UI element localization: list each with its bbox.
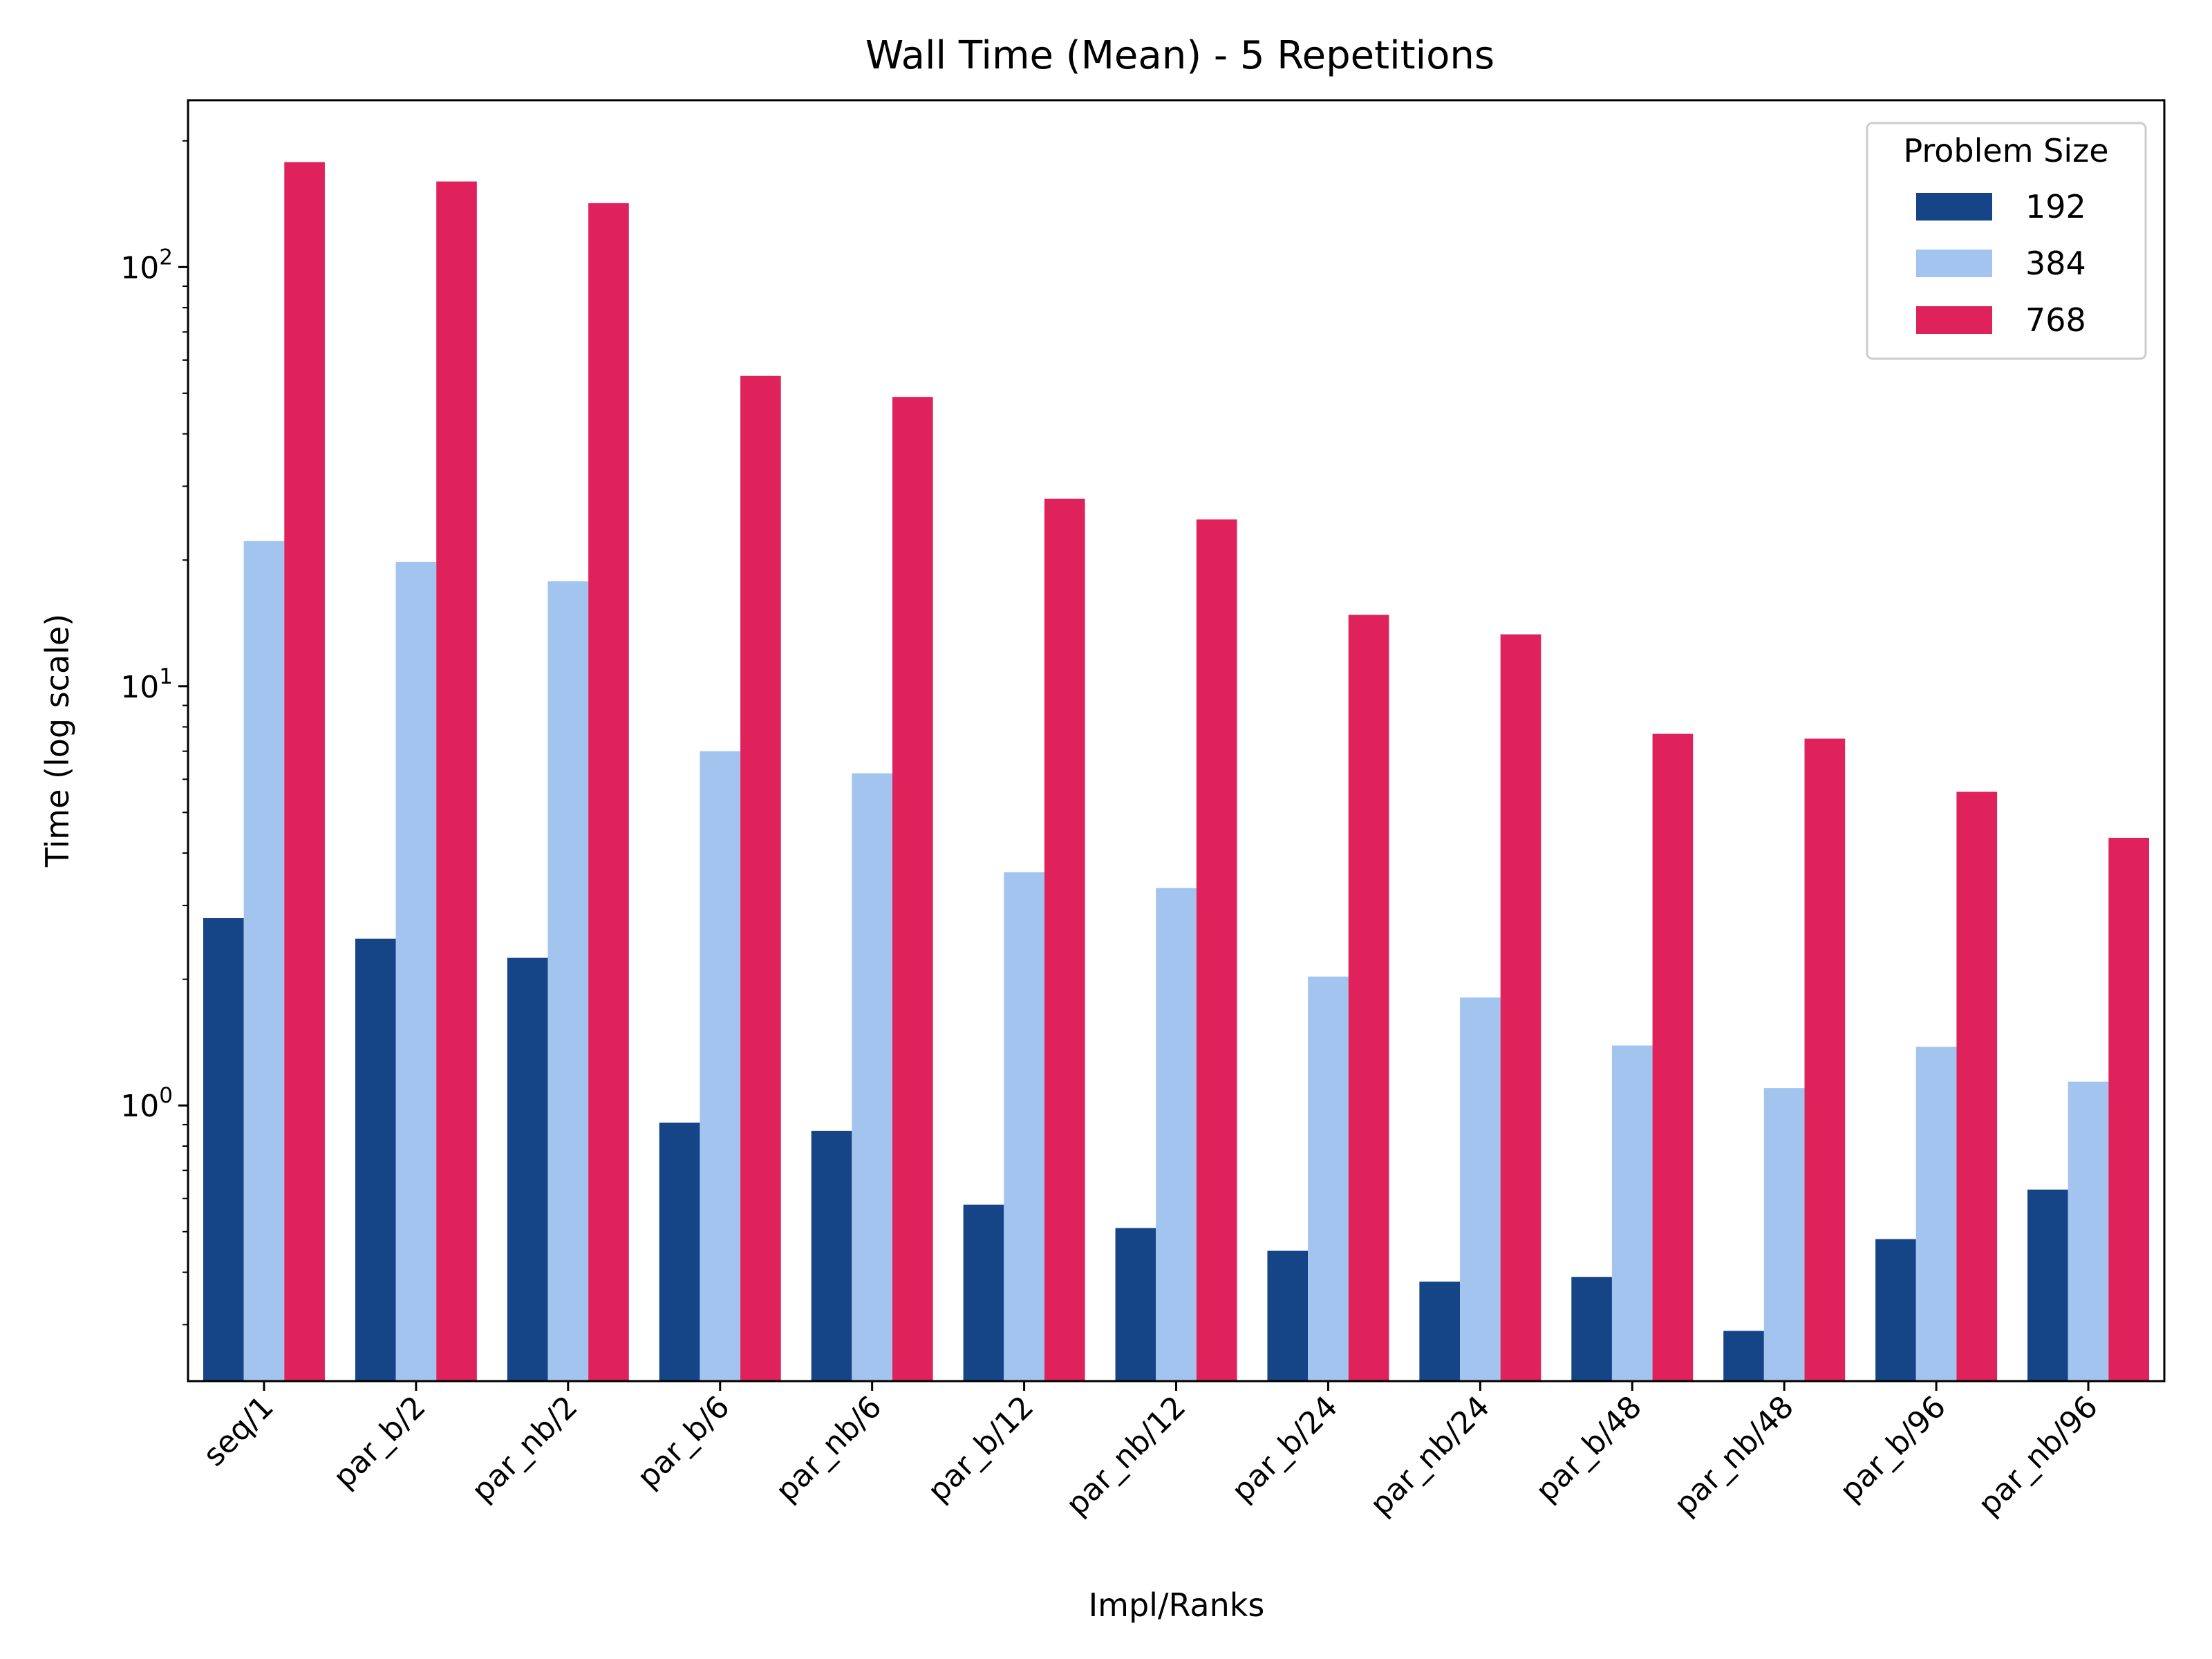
bar-768-par_b/96 bbox=[1956, 791, 1998, 1381]
legend-box bbox=[1866, 122, 2147, 360]
bar-384-par_nb/12 bbox=[1156, 888, 1197, 1381]
bar-384-par_nb/96 bbox=[2068, 1081, 2109, 1381]
bar-192-par_b/12 bbox=[963, 1204, 1004, 1381]
bar-768-par_b/48 bbox=[1652, 733, 1694, 1381]
legend-swatch-768 bbox=[1916, 306, 1992, 334]
bar-192-par_b/2 bbox=[355, 938, 396, 1381]
bar-768-par_b/2 bbox=[436, 181, 477, 1381]
legend-title: Problem Size bbox=[1903, 132, 2108, 169]
bar-384-par_nb/24 bbox=[1460, 997, 1501, 1381]
chart-title: Wall Time (Mean) - 5 Repetitions bbox=[865, 33, 1494, 78]
y-tick-label-exponent: 2 bbox=[159, 245, 173, 270]
bar-384-par_b/96 bbox=[1915, 1047, 1957, 1381]
legend-swatch-384 bbox=[1916, 250, 1992, 277]
y-tick-label: 102 bbox=[120, 245, 173, 285]
legend-label: 768 bbox=[2025, 301, 2086, 339]
bar-384-par_b/24 bbox=[1308, 976, 1349, 1381]
bar-192-par_nb/6 bbox=[811, 1130, 852, 1381]
bar-192-par_nb/96 bbox=[2027, 1189, 2068, 1381]
bar-192-par_b/96 bbox=[1875, 1239, 1916, 1381]
x-axis-label: Impl/Ranks bbox=[1089, 1586, 1265, 1624]
bar-384-par_nb/48 bbox=[1763, 1088, 1805, 1381]
bar-768-par_nb/12 bbox=[1196, 519, 1237, 1381]
bar-192-par_nb/12 bbox=[1115, 1228, 1156, 1381]
bar-384-par_nb/2 bbox=[547, 581, 589, 1382]
y-tick-label-exponent: 0 bbox=[159, 1083, 173, 1108]
bar-768-seq/1 bbox=[284, 162, 325, 1381]
y-tick-label-exponent: 1 bbox=[159, 664, 173, 689]
bar-768-par_nb/6 bbox=[892, 397, 933, 1381]
bar-192-par_nb/24 bbox=[1419, 1282, 1461, 1381]
bar-384-par_b/12 bbox=[1004, 872, 1044, 1381]
bar-768-par_nb/24 bbox=[1500, 634, 1541, 1381]
bar-384-par_b/2 bbox=[395, 561, 437, 1381]
bar-192-par_nb/48 bbox=[1723, 1331, 1764, 1381]
bar-384-seq/1 bbox=[243, 541, 285, 1382]
bar-768-par_nb/96 bbox=[2108, 838, 2150, 1381]
bar-192-seq/1 bbox=[203, 918, 244, 1381]
bars-group bbox=[203, 162, 2150, 1382]
bar-384-par_nb/6 bbox=[852, 773, 892, 1381]
bar-192-par_b/6 bbox=[659, 1123, 700, 1381]
bar-192-par_nb/2 bbox=[507, 957, 548, 1381]
bar-768-par_b/24 bbox=[1348, 615, 1389, 1381]
legend-label: 192 bbox=[2025, 188, 2086, 225]
bar-384-par_b/48 bbox=[1611, 1045, 1653, 1381]
legend: Problem Size 192 384 768 bbox=[1866, 122, 2147, 360]
bar-768-par_nb/48 bbox=[1804, 738, 1846, 1381]
bar-192-par_b/48 bbox=[1571, 1277, 1612, 1381]
plot-frame bbox=[187, 99, 2166, 1382]
legend-swatch-192 bbox=[1916, 193, 1992, 221]
legend-label: 384 bbox=[2025, 245, 2086, 282]
bar-768-par_nb/2 bbox=[588, 203, 629, 1381]
y-axis-label: Time (log scale) bbox=[39, 614, 76, 868]
bar-192-par_b/24 bbox=[1267, 1250, 1309, 1381]
bar-768-par_b/6 bbox=[740, 375, 781, 1381]
bar-384-par_b/6 bbox=[700, 751, 741, 1381]
bar-768-par_b/12 bbox=[1044, 498, 1085, 1382]
